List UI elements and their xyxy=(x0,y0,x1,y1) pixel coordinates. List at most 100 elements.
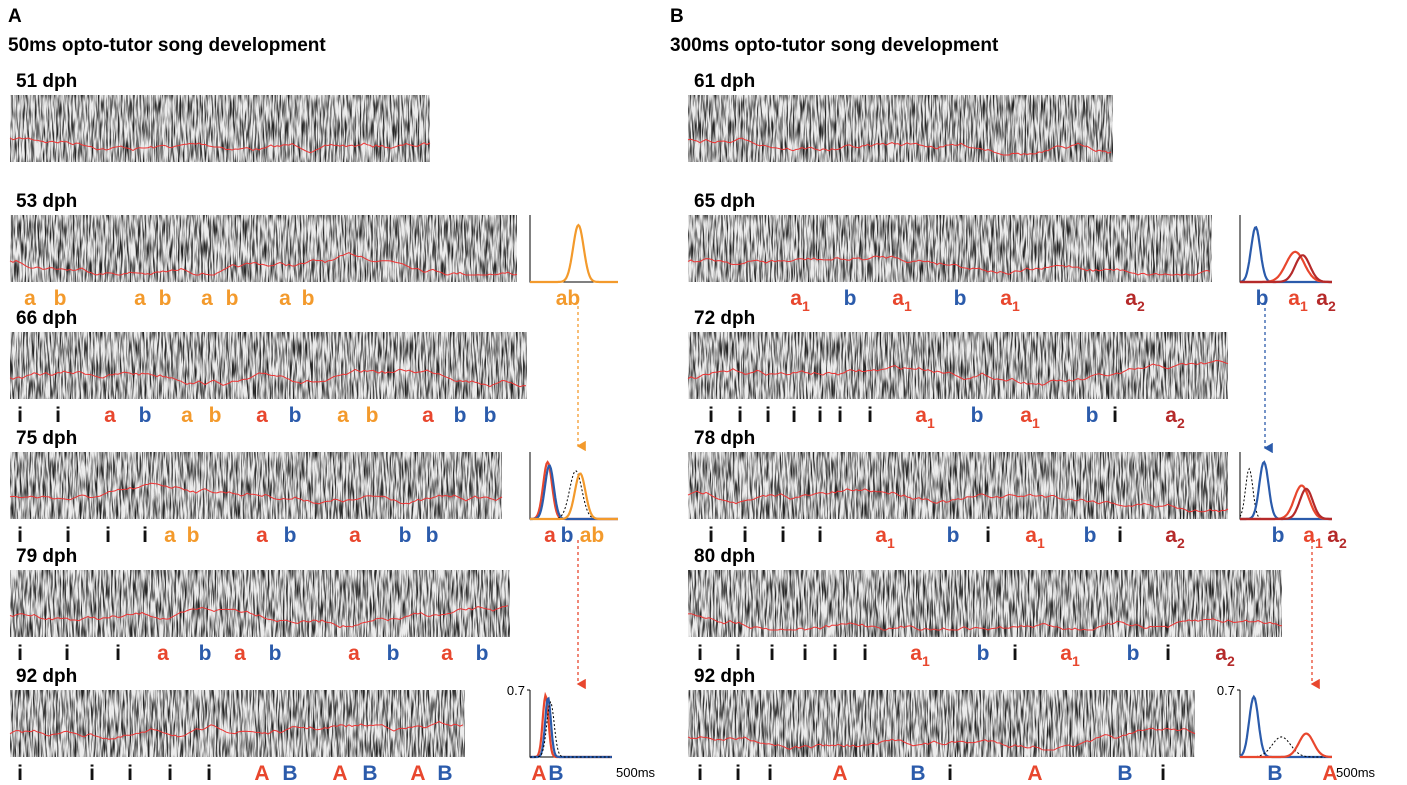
syllable-label: i xyxy=(17,642,23,665)
syllable-label: i xyxy=(697,762,703,780)
age-label: 75 dph xyxy=(16,428,77,449)
syllable-text: i xyxy=(115,642,121,665)
syllable-label: i xyxy=(737,404,743,427)
syllable-label: i xyxy=(1112,404,1118,427)
syllable-label: b xyxy=(54,287,67,310)
figure: A50ms opto-tutor song development51 dph5… xyxy=(0,0,1407,780)
syllable-text: B xyxy=(1267,762,1282,780)
syllable-text: i xyxy=(780,524,786,547)
syllable-text: a xyxy=(201,287,213,310)
syllable-label: B xyxy=(362,762,377,780)
syllable-label: i xyxy=(985,524,991,547)
density-curve xyxy=(1240,737,1332,757)
syllable-text: b xyxy=(1084,524,1097,547)
age-label: 53 dph xyxy=(16,191,77,212)
syllable-subscript: 1 xyxy=(887,535,895,551)
syllable-text: i xyxy=(867,404,873,427)
syllable-text: i xyxy=(1112,404,1118,427)
syllable-text: b xyxy=(476,642,489,665)
syllable-label: i xyxy=(142,524,148,547)
age-label: 79 dph xyxy=(16,546,77,567)
syllable-text: b xyxy=(209,404,222,427)
syllable-text: a xyxy=(892,287,904,310)
age-label: 72 dph xyxy=(694,308,755,329)
syllable-text: i xyxy=(1165,642,1171,665)
syllable-label: i xyxy=(708,524,714,547)
syllable-label: ab xyxy=(556,287,581,310)
syllable-label: b xyxy=(1084,524,1097,547)
panel-title: 300ms opto-tutor song development xyxy=(670,35,999,56)
syllable-label: i xyxy=(64,642,70,665)
syllable-text: a xyxy=(790,287,802,310)
syllable-label: a xyxy=(24,287,36,310)
syllable-label: b xyxy=(399,524,412,547)
syllable-text: b xyxy=(159,287,172,310)
syllable-text: b xyxy=(387,642,400,665)
syllable-text: i xyxy=(142,524,148,547)
syllable-text: a xyxy=(1020,404,1032,427)
syllable-label: a1 xyxy=(915,404,935,431)
syllable-label: a1 xyxy=(875,524,895,551)
syllable-label: b xyxy=(844,287,857,310)
syllable-label: b xyxy=(289,404,302,427)
syllable-label: b xyxy=(426,524,439,547)
syllable-subscript: 1 xyxy=(1032,415,1040,431)
syllable-label: a xyxy=(157,642,169,665)
panel-letter: B xyxy=(670,6,684,27)
syllable-subscript: 2 xyxy=(1339,535,1347,551)
syllable-label: B xyxy=(437,762,452,780)
syllable-label: A xyxy=(332,762,347,780)
syllable-text: a xyxy=(349,524,361,547)
syllable-text: b xyxy=(284,524,297,547)
syllable-text: b xyxy=(947,524,960,547)
syllable-text: b xyxy=(269,642,282,665)
syllable-text: b xyxy=(454,404,467,427)
syllable-text: i xyxy=(55,404,61,427)
syllable-label: b xyxy=(971,404,984,427)
syllable-label: b xyxy=(454,404,467,427)
syllable-label: a xyxy=(201,287,213,310)
y-tick-label: 0.7 xyxy=(1217,683,1235,698)
syllable-label: a xyxy=(104,404,116,427)
syllable-subscript: 1 xyxy=(1072,653,1080,669)
syllable-text: a xyxy=(234,642,246,665)
syllable-text: i xyxy=(862,642,868,665)
syllable-label: i xyxy=(817,524,823,547)
syllable-text: a xyxy=(1327,524,1339,547)
syllable-label: i xyxy=(735,762,741,780)
syllable-label: a xyxy=(134,287,146,310)
syllable-text: a xyxy=(164,524,176,547)
syllable-label: a2 xyxy=(1165,524,1185,551)
syllable-label: i xyxy=(1012,642,1018,665)
syllable-label: a1 xyxy=(1288,287,1308,314)
density-curve xyxy=(1240,697,1332,757)
syllable-label: i xyxy=(89,762,95,780)
syllable-label: b xyxy=(977,642,990,665)
syllable-text: a xyxy=(544,524,556,547)
syllable-label: a2 xyxy=(1125,287,1145,314)
syllable-text: i xyxy=(64,642,70,665)
syllable-label: i xyxy=(1165,642,1171,665)
panel-letter: A xyxy=(8,6,22,27)
syllable-text: i xyxy=(708,524,714,547)
syllable-text: b xyxy=(302,287,315,310)
syllable-label: i xyxy=(17,404,23,427)
syllable-label: i xyxy=(105,524,111,547)
syllable-text: i xyxy=(17,642,23,665)
syllable-text: a xyxy=(104,404,116,427)
spectrogram xyxy=(10,95,430,162)
syllable-text: a xyxy=(256,524,268,547)
syllable-text: i xyxy=(697,762,703,780)
age-label: 51 dph xyxy=(16,71,77,92)
syllable-subscript: 2 xyxy=(1227,653,1235,669)
syllable-label: i xyxy=(127,762,133,780)
syllable-label: i xyxy=(115,642,121,665)
syllable-label: b xyxy=(199,642,212,665)
syllable-text: B xyxy=(437,762,452,780)
syllable-subscript: 1 xyxy=(802,298,810,314)
syllable-subscript: 2 xyxy=(1137,298,1145,314)
syllable-label: a xyxy=(441,642,453,665)
syllable-label: i xyxy=(802,642,808,665)
syllable-text: i xyxy=(735,762,741,780)
syllable-subscript: 1 xyxy=(922,653,930,669)
